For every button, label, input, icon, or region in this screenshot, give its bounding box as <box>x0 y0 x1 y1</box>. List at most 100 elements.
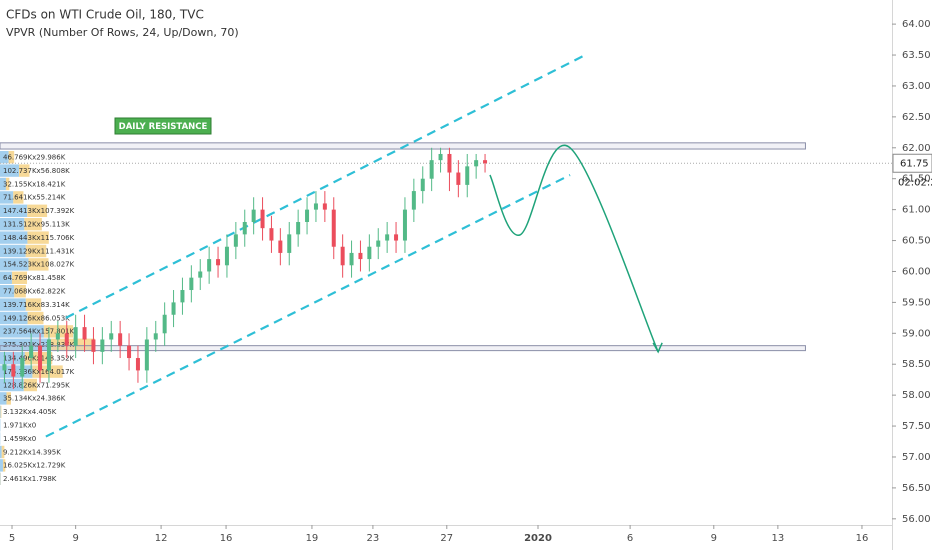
vp-up-bar <box>0 392 7 405</box>
candle-body <box>251 209 256 222</box>
vp-down-bar <box>25 244 47 258</box>
candle-body <box>242 221 247 235</box>
vp-down-bar <box>13 191 24 204</box>
x-tick-label: 16 <box>220 533 233 544</box>
vp-label: 139.716Kx83.314K <box>3 301 70 309</box>
y-tick-label: 57.00 <box>902 452 931 463</box>
vp-label: 128.826Kx71.295K <box>3 381 70 389</box>
candle-body <box>260 209 265 229</box>
vp-label: 148.443Kx115.706K <box>3 234 75 242</box>
vp-label: 77.068Kx62.822K <box>3 288 66 296</box>
indicator-title: VPVR (Number Of Rows, 24, Up/Down, 70) <box>6 26 239 39</box>
candle-body <box>20 358 25 377</box>
vp-label: 147.413Kx107.392K <box>3 207 75 215</box>
projection-curve <box>489 144 659 353</box>
x-tick-label: 9 <box>72 533 78 544</box>
vp-down-bar <box>5 177 10 191</box>
vp-label: 1.459Kx0 <box>3 435 36 443</box>
y-tick-label: 58.00 <box>902 390 931 401</box>
vp-up-bar <box>0 191 14 204</box>
candle-body <box>376 240 381 247</box>
x-tick-label: 5 <box>9 533 15 544</box>
vp-down-bar <box>27 204 48 217</box>
candle-body <box>73 327 78 346</box>
vp-down-bar <box>25 298 42 311</box>
y-tick-label: 62.50 <box>902 112 931 123</box>
candle-body <box>447 153 452 173</box>
vp-down-bar <box>1 445 5 459</box>
vp-label: 149.126Kx86.053K <box>3 314 70 322</box>
candle-body <box>198 271 203 278</box>
vp-down-bar <box>2 459 6 472</box>
candle-body <box>118 333 123 346</box>
candle-body <box>144 339 149 371</box>
candle-body <box>2 364 7 371</box>
y-tick-label: 63.50 <box>902 50 931 61</box>
vp-down-bar <box>24 218 42 231</box>
vp-up-bar <box>0 177 6 191</box>
y-tick-label: 57.50 <box>902 421 931 432</box>
x-tick-label: 27 <box>440 533 453 544</box>
vp-label: 35.134Kx24.386K <box>3 395 66 403</box>
candle-body <box>82 327 87 340</box>
vp-up-bar <box>0 365 33 378</box>
candle-body <box>456 172 461 185</box>
vp-up-bar <box>0 258 29 271</box>
vp-down-bar <box>14 285 26 298</box>
x-tick-label: 19 <box>306 533 319 544</box>
annotation-box <box>114 117 212 135</box>
plot <box>0 54 892 438</box>
candle-body <box>367 246 372 260</box>
vp-label: 237.564Kx157.801K <box>3 328 75 336</box>
y-tick-label: 61.00 <box>902 205 931 216</box>
vp-label: 102.737Kx56.808K <box>3 167 70 175</box>
vp-up-bar <box>0 271 12 284</box>
vp-label: 46.769Kx29.986K <box>3 154 66 162</box>
candle-body <box>180 290 185 303</box>
candle-body <box>269 228 274 241</box>
volume-profile: 46.769Kx29.986K 102.737Kx56.808K 32.155Kx1… <box>0 151 95 485</box>
candle-body <box>322 203 327 210</box>
price-zone <box>0 142 806 150</box>
vp-down-bar <box>6 392 11 405</box>
candle-body <box>38 345 43 371</box>
candle-body <box>29 345 34 359</box>
vp-label: 32.155Kx18.421K <box>3 180 66 188</box>
y-tick-label: 61.50 <box>902 174 931 185</box>
y-tick-label: 56.00 <box>902 514 931 525</box>
vp-up-bar <box>0 231 28 244</box>
vp-label: 1.971Kx0 <box>3 422 36 430</box>
candle-body <box>224 246 229 266</box>
vp-up-bar <box>0 151 9 164</box>
vp-up-bar <box>0 352 25 365</box>
vp-label: 275.301Kx238.837K <box>3 341 75 349</box>
vp-down-bar <box>11 271 28 284</box>
candle-body <box>11 364 16 377</box>
y-tick-label: 58.50 <box>902 359 931 370</box>
y-tick-label: 59.50 <box>902 297 931 308</box>
vp-down-bar <box>28 258 49 271</box>
price-zone <box>0 345 806 352</box>
candle-body <box>483 160 488 164</box>
candle-body <box>109 333 114 340</box>
vp-label: 71.641Kx55.214K <box>3 194 66 202</box>
candle-body <box>402 209 407 241</box>
candle-body <box>55 333 60 340</box>
candle-body <box>305 209 310 222</box>
x-tick-label: 6 <box>627 533 633 544</box>
x-tick-label: 9 <box>711 533 717 544</box>
candle-body <box>411 191 416 210</box>
y-tick-label: 56.50 <box>902 483 931 494</box>
candle-body <box>313 203 318 210</box>
vp-up-bar <box>0 378 24 392</box>
vp-up-bar <box>0 164 19 177</box>
vp-up-bar <box>0 204 28 217</box>
candle-body <box>127 345 132 359</box>
vp-down-bar <box>50 338 95 351</box>
vp-label: 3.132Kx4.405K <box>3 408 57 416</box>
vp-down-bar <box>18 164 30 177</box>
y-tick-label: 60.00 <box>902 266 931 277</box>
vp-label: 154.523Kx108.027K <box>3 261 75 269</box>
channel-line <box>65 54 586 319</box>
